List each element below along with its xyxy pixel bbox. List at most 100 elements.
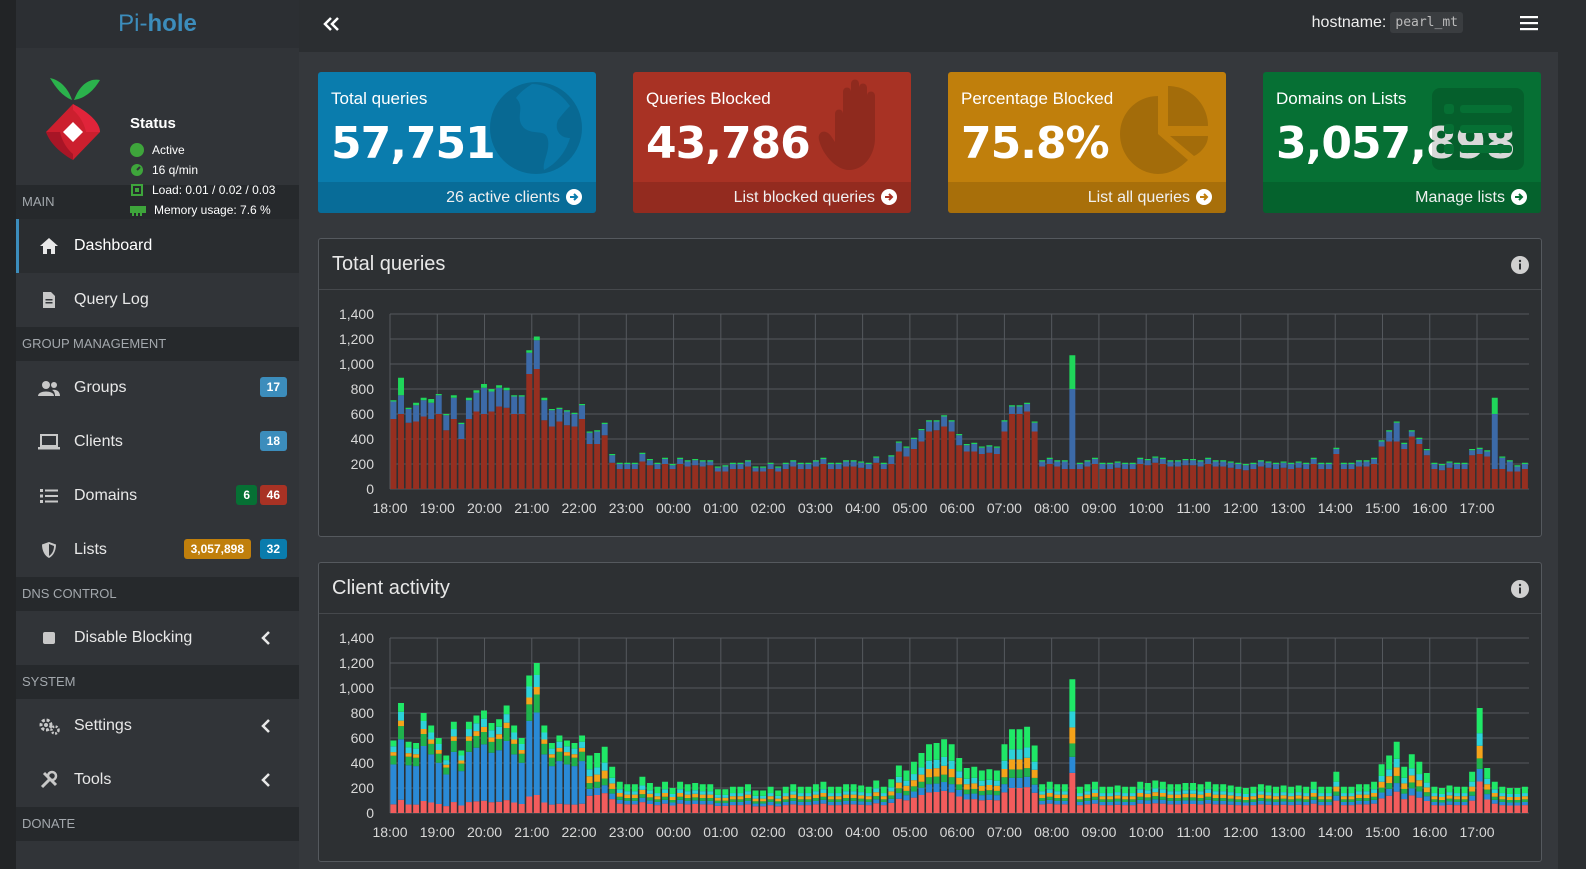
- client-bar-segment: [420, 713, 427, 721]
- bar-segment-cached: [1340, 464, 1347, 469]
- client-bar-segment: [526, 704, 533, 721]
- client-bar-segment: [1461, 786, 1468, 794]
- client-bar-segment: [1069, 743, 1076, 757]
- x-tick-label: 21:00: [514, 500, 549, 516]
- bar-segment-cached: [1265, 462, 1272, 468]
- manage-lists-link[interactable]: Manage lists: [1263, 182, 1541, 213]
- sidebar-item-dashboard[interactable]: Dashboard: [16, 219, 299, 273]
- bar-segment-blocked: [1318, 469, 1325, 489]
- client-bar-segment: [1257, 800, 1264, 805]
- x-tick-label: 13:00: [1270, 500, 1305, 516]
- bar-segment-forwarded: [1325, 462, 1332, 464]
- page-scrollbar[interactable]: [1558, 0, 1586, 869]
- info-icon[interactable]: [1511, 580, 1529, 598]
- client-bar-segment: [782, 801, 789, 806]
- client-bar-segment: [752, 790, 759, 796]
- client-bar-segment: [1107, 786, 1114, 794]
- client-bar-segment: [1363, 791, 1370, 795]
- client-bar-segment: [1190, 783, 1197, 791]
- bar-segment-blocked: [1476, 454, 1483, 489]
- client-bar-segment: [601, 762, 608, 771]
- bar-segment-forwarded: [1356, 460, 1362, 462]
- bar-segment-cached: [571, 414, 578, 427]
- laptop-icon: [38, 432, 60, 452]
- menu-icon[interactable]: [1520, 14, 1538, 32]
- client-bar-segment: [752, 803, 759, 807]
- sidebar-item-query-log[interactable]: Query Log: [16, 273, 299, 327]
- client-bar-segment: [1190, 793, 1197, 798]
- sidebar-item-label: Groups: [74, 379, 127, 396]
- client-bar-segment: [1190, 800, 1197, 804]
- client-bar-segment: [790, 784, 797, 792]
- bar-segment-forwarded: [646, 459, 653, 461]
- client-bar-segment: [639, 797, 646, 803]
- client-bar-segment: [405, 753, 412, 757]
- client-bar-segment: [1484, 789, 1491, 795]
- bar-segment-cached: [1325, 464, 1332, 469]
- client-bar-segment: [1446, 795, 1453, 799]
- sidebar-item-groups[interactable]: Groups 17: [16, 361, 299, 415]
- client-bar-segment: [963, 768, 970, 779]
- client-bar-segment: [1024, 757, 1031, 769]
- client-bar-segment: [465, 802, 472, 813]
- chevron-left-icon[interactable]: [257, 716, 277, 736]
- client-bar-segment: [797, 805, 804, 813]
- client-bar-segment: [1333, 771, 1340, 782]
- client-bar-segment: [1506, 802, 1513, 806]
- bar-segment-cached: [1001, 421, 1008, 432]
- info-icon[interactable]: [1511, 256, 1529, 274]
- bar-segment-blocked: [450, 419, 457, 489]
- client-bar-segment: [594, 781, 601, 788]
- sidebar-collapse-icon[interactable]: [321, 12, 341, 36]
- list-blocked-queries-link[interactable]: List blocked queries: [633, 182, 911, 213]
- client-bar-segment: [548, 748, 555, 755]
- chevron-left-icon[interactable]: [257, 770, 277, 790]
- x-tick-label: 16:00: [1412, 824, 1447, 840]
- client-bar-segment: [563, 740, 570, 747]
- sidebar-item-disable-blocking[interactable]: Disable Blocking: [16, 611, 299, 665]
- client-bar-segment: [1438, 805, 1445, 813]
- bar-segment-forwarded: [835, 462, 842, 464]
- bar-segment-forwarded: [1046, 457, 1053, 459]
- client-bar-segment: [1092, 799, 1098, 804]
- client-bar-segment: [1122, 801, 1129, 806]
- list-all-queries-link[interactable]: List all queries: [948, 182, 1226, 213]
- chevron-left-icon[interactable]: [257, 628, 277, 648]
- client-bar-segment: [714, 803, 721, 806]
- active-clients-link[interactable]: 26 active clients: [318, 182, 596, 213]
- sidebar-item-settings[interactable]: Settings: [16, 699, 299, 753]
- sidebar-item-lists[interactable]: Lists 3,057,898 32: [16, 523, 299, 577]
- client-bar-segment: [1235, 799, 1242, 802]
- client-bar-segment: [518, 762, 525, 804]
- client-bar-segment: [488, 752, 495, 803]
- client-bar-segment: [473, 747, 480, 802]
- client-bar-segment: [745, 804, 751, 813]
- client-bar-segment: [1046, 796, 1053, 800]
- client-bar-segment: [1182, 783, 1189, 791]
- sidebar-item-domains[interactable]: Domains 6 46: [16, 469, 299, 523]
- bar-segment-blocked: [541, 420, 548, 489]
- client-bar-segment: [1069, 727, 1076, 744]
- client-bar-segment: [1340, 786, 1347, 794]
- client-bar-segment: [518, 744, 525, 750]
- client-bar-segment: [729, 805, 736, 813]
- client-bar-segment: [1099, 805, 1106, 813]
- bar-segment-blocked: [963, 451, 970, 489]
- client-bar-segment: [1446, 785, 1453, 793]
- client-bar-segment: [714, 789, 721, 795]
- sidebar-item-tools[interactable]: Tools: [16, 753, 299, 807]
- client-bar-segment: [956, 777, 963, 785]
- client-bar-segment: [1197, 804, 1204, 813]
- client-bar-segment: [1514, 797, 1521, 800]
- brand-logo-text[interactable]: Pi-hole: [16, 0, 299, 48]
- sidebar-item-clients[interactable]: Clients 18: [16, 415, 299, 469]
- client-bar-segment: [1491, 799, 1498, 804]
- client-bar-segment: [1461, 801, 1468, 806]
- client-bar-segment: [1514, 800, 1521, 803]
- client-bar-segment: [458, 755, 465, 761]
- client-bar-segment: [805, 799, 812, 802]
- client-bar-segment: [963, 778, 970, 785]
- client-bar-segment: [918, 781, 925, 788]
- sidebar-item-label: Domains: [74, 487, 138, 504]
- bar-segment-blocked: [1205, 464, 1212, 489]
